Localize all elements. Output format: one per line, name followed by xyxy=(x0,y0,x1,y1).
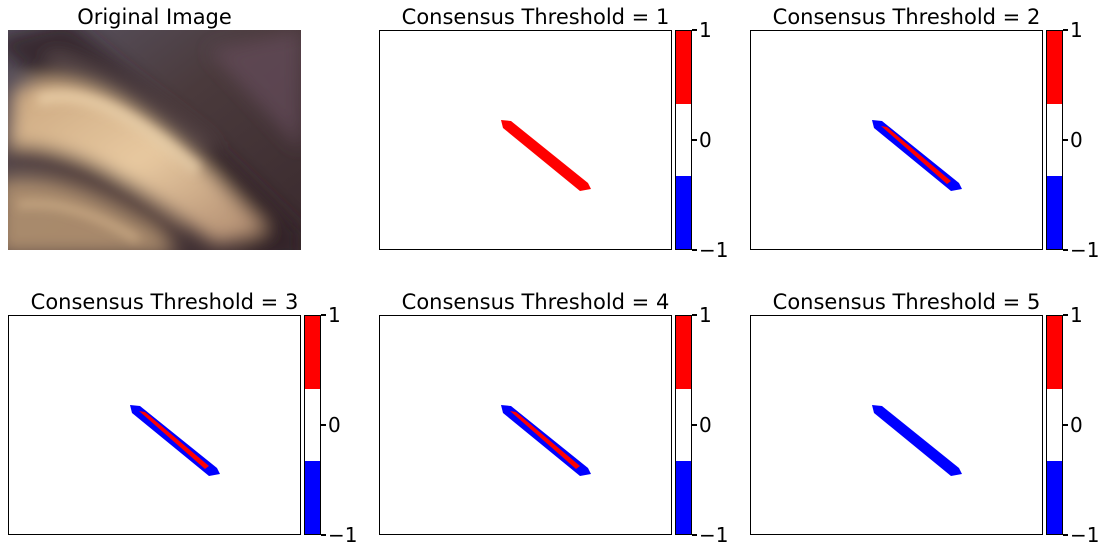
colorbar xyxy=(1046,315,1063,535)
mask-plot xyxy=(501,405,591,476)
panel-title: Consensus Threshold = 2 xyxy=(772,5,1041,29)
colorbar-tick xyxy=(692,424,697,426)
colorbar-segment-1 xyxy=(1047,31,1062,104)
original-image-title: Original Image xyxy=(77,5,232,29)
colorbar-tick-label: 1 xyxy=(699,18,712,42)
colorbar-segment-2 xyxy=(1047,388,1062,462)
mask-inner-region xyxy=(510,411,580,469)
mask-plot xyxy=(872,120,962,191)
mask-inner-region xyxy=(881,126,951,184)
colorbar-segment-3 xyxy=(1047,176,1062,250)
colorbar-segment-2 xyxy=(1047,103,1062,177)
colorbar-segment-3 xyxy=(676,461,691,535)
mask-plot xyxy=(872,405,962,476)
colorbar-segment-2 xyxy=(676,388,691,462)
colorbar-tick-label: 1 xyxy=(1070,18,1083,42)
colorbar-tick xyxy=(1063,424,1068,426)
colorbar-tick-label: −1 xyxy=(1070,238,1099,262)
colorbar-tick-label: 0 xyxy=(1070,413,1083,437)
mask-frame xyxy=(379,30,672,250)
mask-plot xyxy=(501,120,591,191)
colorbar-segment-1 xyxy=(1047,316,1062,389)
colorbar-tick xyxy=(321,534,326,536)
colorbar xyxy=(304,315,321,535)
mask-outer-region xyxy=(501,120,591,191)
panel-title: Consensus Threshold = 3 xyxy=(30,290,299,314)
colorbar-tick xyxy=(1063,29,1068,31)
original-image xyxy=(8,30,301,250)
colorbar-tick-label: −1 xyxy=(699,523,729,547)
mask-outer-region xyxy=(872,405,962,476)
mask-frame xyxy=(379,315,672,535)
colorbar-tick-label: 1 xyxy=(699,303,712,327)
colorbar-tick-label: 1 xyxy=(1070,303,1083,327)
colorbar-tick xyxy=(692,249,697,251)
panel-title: Consensus Threshold = 1 xyxy=(401,5,670,29)
colorbar-tick xyxy=(321,314,326,316)
mask-frame xyxy=(750,30,1043,250)
colorbar-tick xyxy=(692,534,697,536)
colorbar-segment-1 xyxy=(305,316,320,389)
colorbar xyxy=(1046,30,1063,250)
colorbar-tick xyxy=(692,29,697,31)
colorbar-segment-3 xyxy=(676,176,691,250)
mask-frame xyxy=(8,315,301,535)
mask-plot xyxy=(130,405,220,476)
colorbar xyxy=(675,315,692,535)
colorbar-tick-label: −1 xyxy=(328,523,358,547)
colorbar-tick xyxy=(692,139,697,141)
colorbar-tick xyxy=(1063,249,1068,251)
colorbar-tick-label: 0 xyxy=(699,413,712,437)
colorbar-tick-label: 1 xyxy=(328,303,341,327)
colorbar-segment-1 xyxy=(676,31,691,104)
colorbar-tick xyxy=(1063,314,1068,316)
colorbar-segment-1 xyxy=(676,316,691,389)
colorbar-tick-label: −1 xyxy=(1070,523,1099,547)
colorbar-segment-2 xyxy=(305,388,320,462)
colorbar-tick xyxy=(692,314,697,316)
colorbar-segment-3 xyxy=(305,461,320,535)
colorbar-tick xyxy=(321,424,326,426)
panel-title: Consensus Threshold = 5 xyxy=(772,290,1041,314)
original-image-picture xyxy=(8,30,301,250)
colorbar-segment-3 xyxy=(1047,461,1062,535)
panel-title: Consensus Threshold = 4 xyxy=(401,290,670,314)
colorbar xyxy=(675,30,692,250)
colorbar-tick-label: 0 xyxy=(699,128,712,152)
mask-inner-region xyxy=(139,411,209,469)
colorbar-tick-label: 0 xyxy=(1070,128,1083,152)
colorbar-tick-label: 0 xyxy=(328,413,341,437)
colorbar-segment-2 xyxy=(676,103,691,177)
colorbar-tick-label: −1 xyxy=(699,238,729,262)
colorbar-tick xyxy=(1063,534,1068,536)
mask-frame xyxy=(750,315,1043,535)
colorbar-tick xyxy=(1063,139,1068,141)
